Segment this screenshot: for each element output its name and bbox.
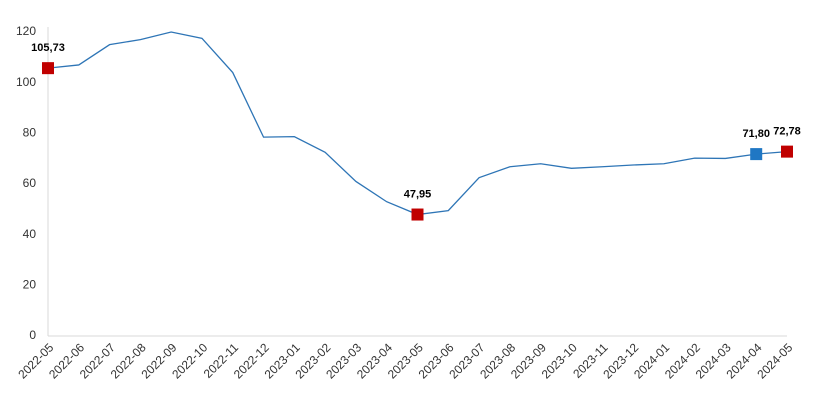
value-label: 72,78 (773, 126, 801, 138)
y-tick-label: 120 (16, 24, 36, 38)
value-label: 105,73 (31, 42, 65, 54)
line (47, 31, 788, 216)
marker (42, 62, 54, 75)
y-tick-label: 100 (16, 75, 36, 89)
y-tick-label: 40 (23, 227, 37, 241)
value-label: 71,80 (742, 128, 770, 140)
marker (411, 208, 424, 221)
y-tick-label: 0 (29, 328, 36, 342)
marker (750, 148, 763, 161)
y-tick-label: 20 (23, 278, 37, 292)
value-label: 47,95 (404, 188, 432, 200)
y-tick-label: 60 (23, 176, 37, 190)
marker (781, 145, 793, 158)
y-tick-label: 80 (23, 126, 37, 140)
